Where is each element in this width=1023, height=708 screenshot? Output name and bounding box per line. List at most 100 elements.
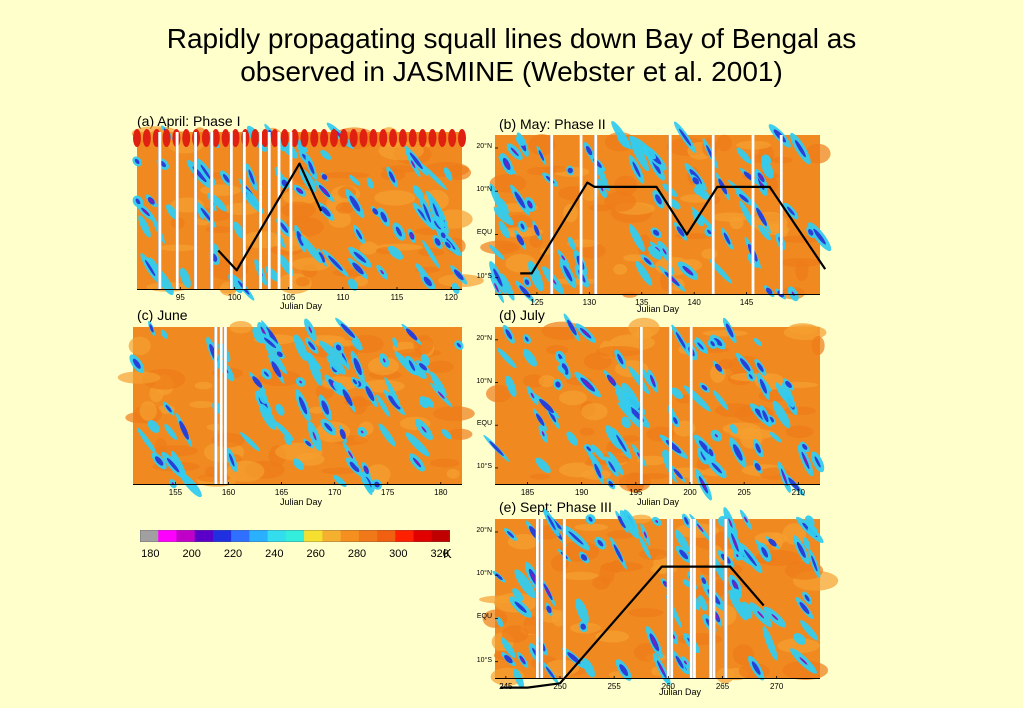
cloud-streak bbox=[350, 376, 359, 387]
cloud-streak bbox=[700, 574, 708, 587]
y-tick-label: 20°N bbox=[476, 142, 492, 150]
cloud-streak bbox=[432, 234, 443, 249]
cloud-streak bbox=[682, 579, 692, 588]
cloud-streak bbox=[738, 542, 763, 574]
cloud-streak bbox=[698, 595, 708, 611]
cloud-streak bbox=[802, 537, 811, 550]
hot-band-mark bbox=[428, 129, 437, 147]
colorbar-tick-label: 300 bbox=[389, 548, 408, 560]
cloud-streak bbox=[305, 155, 318, 180]
cloud-streak bbox=[379, 353, 390, 368]
heatmap-texture bbox=[675, 523, 720, 538]
cloud-streak bbox=[645, 626, 663, 659]
data-gap bbox=[158, 132, 162, 290]
cloud-streak bbox=[605, 456, 619, 477]
cloud-streak bbox=[441, 429, 452, 440]
cloud-streak bbox=[219, 170, 233, 187]
x-tick-label: 120 bbox=[444, 293, 458, 302]
heatmap-texture bbox=[538, 375, 556, 388]
heatmap-texture bbox=[529, 234, 543, 248]
cloud-streak bbox=[348, 246, 372, 268]
data-gap bbox=[289, 132, 293, 290]
cloud-streak bbox=[619, 510, 640, 539]
cloud-streak bbox=[442, 239, 453, 251]
cloud-streak bbox=[318, 340, 348, 367]
hot-band-mark bbox=[133, 129, 141, 147]
data-gap bbox=[751, 135, 755, 295]
hot-band-mark bbox=[448, 129, 457, 147]
cloud-streak bbox=[651, 516, 662, 527]
cloud-streak bbox=[649, 241, 666, 257]
cloud-streak bbox=[265, 344, 288, 375]
heatmap-texture bbox=[716, 134, 732, 152]
cloud-streak bbox=[514, 230, 527, 250]
heatmap-texture bbox=[359, 241, 378, 255]
cloud-streak bbox=[559, 358, 571, 380]
panel-label-b: (b) May: Phase II bbox=[499, 116, 606, 132]
y-tick-label: 10°N bbox=[476, 377, 492, 385]
heatmap-texture bbox=[711, 212, 750, 222]
cloud-streak bbox=[807, 222, 832, 252]
x-tick-label: 250 bbox=[553, 682, 567, 691]
cloud-streak bbox=[615, 384, 632, 415]
cloud-streak bbox=[510, 184, 530, 216]
cloud-streak bbox=[793, 632, 806, 645]
heatmap-texture bbox=[718, 358, 734, 370]
cloud-streak bbox=[758, 224, 771, 241]
heatmap-texture bbox=[189, 400, 214, 409]
cloud-streak bbox=[259, 403, 277, 430]
data-gap bbox=[779, 135, 783, 295]
cloud-streak bbox=[650, 227, 662, 239]
x-tick-label: 200 bbox=[683, 488, 697, 497]
cloud-streak bbox=[538, 424, 548, 443]
cloud-streak bbox=[775, 382, 787, 402]
cloud-streak bbox=[712, 390, 729, 411]
y-tick-label: 10°S bbox=[476, 462, 492, 470]
cloud-streak bbox=[292, 458, 305, 470]
heatmap-texture bbox=[622, 435, 640, 442]
cloud-streak bbox=[145, 194, 158, 208]
cloud-streak bbox=[148, 320, 156, 336]
cloud-streak bbox=[673, 222, 688, 241]
cloud-streak bbox=[594, 536, 607, 550]
x-tick-label: 105 bbox=[281, 293, 296, 302]
hot-band-mark bbox=[211, 129, 220, 147]
data-gap bbox=[668, 135, 672, 295]
hot-band-mark bbox=[182, 129, 191, 147]
cloud-streak bbox=[302, 438, 314, 449]
cloud-streak bbox=[526, 386, 539, 405]
cloud-streak bbox=[425, 397, 434, 408]
squall-line-track bbox=[520, 181, 827, 275]
heatmap-texture bbox=[205, 226, 234, 233]
cloud-streak bbox=[392, 337, 399, 348]
hot-band-mark bbox=[320, 129, 329, 147]
cloud-streak bbox=[318, 394, 332, 421]
cloud-streak bbox=[755, 168, 767, 186]
colorbar-swatch bbox=[377, 530, 396, 542]
cloud-streak bbox=[489, 272, 505, 304]
x-axis-label-d: Julian Day bbox=[637, 497, 680, 507]
cloud-streak bbox=[338, 424, 347, 444]
cloud-streak bbox=[681, 513, 691, 529]
data-gap bbox=[175, 132, 179, 290]
heatmap-panel-b bbox=[480, 121, 832, 304]
cloud-streak bbox=[496, 616, 504, 628]
colorbar-swatch bbox=[194, 530, 214, 542]
cloud-streak bbox=[638, 535, 651, 559]
heatmap-texture bbox=[280, 201, 316, 219]
cloud-streak bbox=[795, 597, 814, 619]
cloud-streak bbox=[361, 461, 371, 478]
heatmap-texture bbox=[328, 210, 352, 228]
cloud-streak bbox=[514, 569, 536, 599]
colorbar-swatch bbox=[285, 530, 305, 542]
heatmap-panel-c bbox=[117, 317, 475, 498]
hot-band-mark bbox=[359, 129, 368, 147]
heatmap-texture bbox=[561, 571, 599, 581]
cloud-streak bbox=[533, 393, 560, 419]
hot-band-mark bbox=[408, 129, 417, 147]
data-gap bbox=[666, 519, 670, 679]
cloud-streak bbox=[275, 403, 285, 416]
data-gap bbox=[219, 327, 223, 485]
data-gap bbox=[223, 327, 227, 485]
data-gap bbox=[711, 135, 715, 295]
